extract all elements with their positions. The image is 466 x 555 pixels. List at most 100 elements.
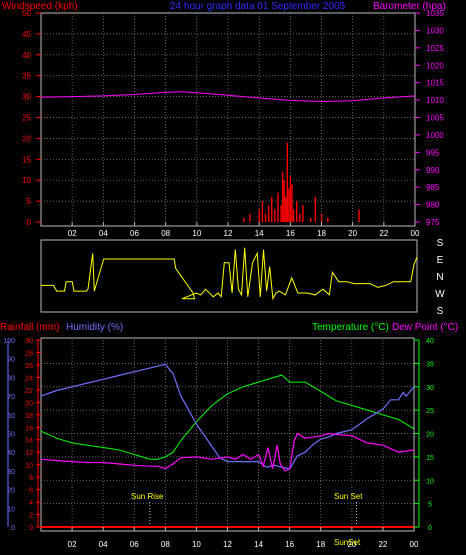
temperature-tick-label: 35 — [426, 361, 434, 368]
wind-tick-label: 45 — [22, 30, 31, 39]
temperature-tick-label: 30 — [426, 385, 434, 392]
bottom-hour-label: 14 — [254, 540, 263, 549]
wind-bar — [302, 205, 304, 222]
wind-bar — [267, 205, 270, 222]
wind-bar — [286, 142, 289, 222]
wind-bar — [274, 209, 276, 222]
wind-tick-label: 10 — [22, 176, 31, 185]
baro-tick-label: 1025 — [426, 44, 444, 53]
humidity-tick-label: 0 — [11, 525, 15, 532]
humidity-tick-label: 40 — [7, 450, 15, 457]
top-hour-label: 00 — [411, 229, 420, 238]
temperature-tick-label: 40 — [426, 338, 434, 345]
rain-axis-label: Rainfall (mm) — [0, 322, 59, 333]
chart-title: 24 hour graph data 01 September 2005 — [170, 1, 346, 12]
top-hour-label: 02 — [68, 229, 77, 238]
baro-tick-label: 980 — [426, 201, 440, 210]
wind-bar — [261, 201, 264, 222]
bottom-hour-label: 10 — [192, 540, 201, 549]
wind-bar — [281, 171, 284, 222]
wind-tick-label: 40 — [22, 51, 31, 60]
wind-axis-label: Windspeed (kph) — [2, 1, 78, 12]
humidity-tick-label: 90 — [7, 357, 15, 364]
rain-tick-label: 20 — [25, 400, 33, 407]
wind-direction-series-line — [41, 247, 418, 301]
top-hour-label: 08 — [161, 229, 170, 238]
wind-tick-label: 20 — [22, 134, 31, 143]
bottom-hour-label: 02 — [68, 540, 77, 549]
baro-tick-label: 985 — [426, 183, 440, 192]
bottom-hour-label: 06 — [130, 540, 139, 549]
wind-bar — [358, 209, 360, 222]
humidity-tick-label: 70 — [7, 394, 15, 401]
top-hour-label: 14 — [255, 229, 264, 238]
dewpoint-series-line — [40, 432, 415, 472]
bottom-hour-label: 20 — [347, 540, 356, 549]
humidity-tick-label: 30 — [7, 469, 15, 476]
humidity-tick-label: 60 — [7, 413, 15, 420]
rain-tick-label: 22 — [25, 388, 33, 395]
wind-bar — [292, 209, 295, 222]
direction-tick-label: S — [437, 238, 444, 249]
baro-tick-label: 1030 — [426, 26, 444, 35]
rain-tick-label: 12 — [25, 450, 33, 457]
bottom-hour-label: 18 — [316, 540, 325, 549]
temperature-tick-label: 15 — [426, 455, 434, 462]
top-hour-label: 04 — [99, 229, 108, 238]
rain-tick-label: 26 — [25, 363, 33, 370]
rain-tick-label: 16 — [25, 425, 33, 432]
humidity-tick-label: 80 — [7, 375, 15, 382]
top-hour-label: 22 — [379, 229, 388, 238]
wind-bar — [249, 213, 251, 222]
humidity-tick-label: 50 — [7, 432, 15, 439]
wind-bar — [295, 201, 298, 222]
wind-tick-label: 30 — [22, 93, 31, 102]
wind-tick-label: 0 — [27, 218, 32, 227]
rain-tick-label: 30 — [25, 338, 33, 345]
direction-tick-label: W — [435, 289, 445, 300]
rain-tick-label: 24 — [25, 375, 33, 382]
bottom-hour-label: 04 — [99, 540, 108, 549]
baro-tick-label: 1035 — [426, 9, 444, 18]
temperature-tick-label: 20 — [426, 432, 434, 439]
wind-bar — [291, 184, 293, 222]
humidity-tick-label: 20 — [7, 488, 15, 495]
temperature-tick-label: 0 — [428, 525, 432, 532]
top-hour-label: 10 — [192, 229, 201, 238]
sunset-bottom-label: SunSet — [334, 538, 361, 547]
top-hour-label: 16 — [286, 229, 295, 238]
rain-tick-label: 28 — [25, 350, 33, 357]
rain-tick-label: 0 — [29, 525, 33, 532]
baro-tick-label: 1010 — [426, 96, 444, 105]
baro-tick-label: 975 — [426, 218, 440, 227]
sunset-label: Sun Set — [334, 492, 363, 501]
wind-tick-label: 5 — [27, 197, 32, 206]
wind-bar — [277, 192, 279, 222]
wind-bar — [299, 213, 301, 222]
sunrise-label: Sun Rise — [131, 492, 164, 501]
temperature-series-line — [40, 374, 415, 460]
wind-tick-label: 25 — [22, 114, 31, 123]
direction-tick-label: S — [437, 306, 444, 317]
baro-tick-label: 1005 — [426, 114, 444, 123]
wind-bar — [288, 188, 290, 222]
baro-tick-label: 990 — [426, 166, 440, 175]
wind-bar — [320, 213, 323, 222]
humidity-tick-label: 10 — [7, 506, 15, 513]
wind-bar — [327, 217, 329, 222]
wind-tick-label: 50 — [22, 9, 31, 18]
bottom-hour-label: 16 — [285, 540, 294, 549]
wind-bar — [242, 217, 245, 222]
temperature-axis-label: Temperature (°C) — [312, 322, 389, 333]
baro-tick-label: 1015 — [426, 79, 444, 88]
rain-tick-label: 14 — [25, 438, 33, 445]
rain-tick-label: 6 — [29, 488, 33, 495]
wind-bar — [309, 217, 312, 222]
bottom-hour-label: 22 — [378, 540, 387, 549]
wind-bar — [289, 176, 292, 222]
wind-tick-label: 15 — [22, 155, 31, 164]
